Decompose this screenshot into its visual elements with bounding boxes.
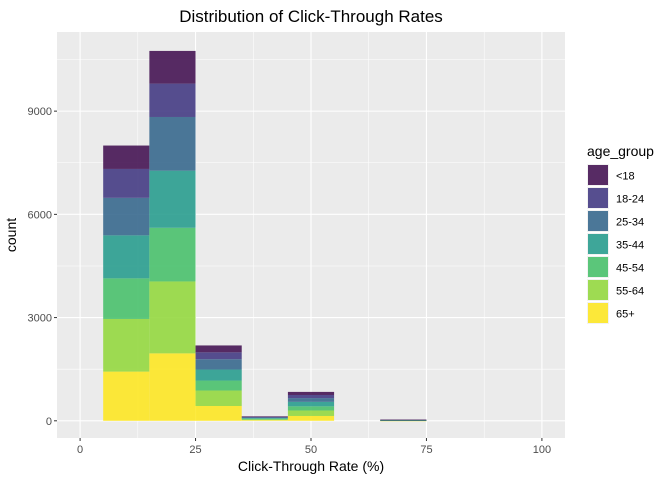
bar-segment-1824 (287, 394, 335, 399)
bar-segment-5564 (195, 390, 242, 407)
bar-segment-4554 (287, 406, 335, 411)
legend-key-swatch (588, 211, 608, 231)
x-axis: 0 25 50 75 100 (77, 438, 551, 456)
legend-key-swatch (588, 188, 608, 208)
legend-key-swatch (588, 280, 608, 300)
legend-label: 65+ (616, 309, 635, 321)
legend-label: 25-34 (616, 217, 644, 229)
y-tick-label: 0 (46, 416, 52, 428)
x-tick-label: 0 (77, 444, 83, 456)
bar-segment-65 (287, 415, 335, 421)
bar-segment-4554 (103, 278, 150, 319)
bar-segment-3544 (287, 401, 335, 407)
bar-segment-5564 (149, 281, 196, 354)
bar-segment-1824 (195, 352, 242, 360)
bar-segment-4554 (195, 380, 242, 391)
legend-label: <18 (616, 171, 635, 183)
bar-segment-18 (380, 419, 427, 421)
bar-segment-2534 (149, 116, 196, 171)
bar-segment-3544 (103, 235, 150, 279)
bar-segment-5564 (241, 419, 288, 421)
legend-title: age_group (587, 143, 654, 159)
bar-segment-18 (195, 345, 242, 353)
bar-segment-5564 (287, 410, 335, 416)
bar-segment-18 (287, 391, 335, 395)
bar-segment-18 (149, 50, 196, 84)
bar-segment-1824 (241, 416, 288, 418)
bar-segment-18 (103, 145, 150, 169)
legend: age_group <18 18-24 25-34 35-44 45-54 55-64 65… (587, 143, 654, 324)
x-tick-label: 25 (189, 444, 201, 456)
bar-segment-5564 (103, 318, 150, 372)
bar-segment-3544 (149, 170, 196, 228)
bar-segment-18 (241, 416, 288, 417)
bar-segment-65 (149, 353, 196, 421)
y-axis: 0 3000 6000 9000 (28, 106, 57, 428)
y-tick-label: 6000 (28, 209, 52, 221)
x-tick-label: 50 (305, 444, 317, 456)
y-tick-label: 9000 (28, 106, 52, 118)
y-axis-title: count (3, 218, 19, 252)
legend-label: 55-64 (616, 286, 644, 298)
bar-segment-4554 (241, 418, 288, 420)
y-tick-label: 3000 (28, 313, 52, 325)
bar-segment-65 (241, 420, 288, 421)
chart-title: Distribution of Click-Through Rates (179, 7, 443, 26)
bar-segment-65 (103, 371, 150, 421)
bar-segment-2534 (287, 398, 335, 402)
legend-key-swatch (588, 303, 608, 323)
histogram-bars (103, 50, 427, 422)
bar-segment-1824 (103, 168, 150, 198)
x-tick-label: 100 (533, 444, 551, 456)
bar-segment-2534 (241, 417, 288, 419)
bar-segment-3544 (195, 369, 242, 381)
legend-label: 35-44 (616, 240, 644, 252)
legend-label: 18-24 (616, 194, 644, 206)
bar-segment-65 (195, 406, 242, 421)
bar-segment-2534 (195, 359, 242, 370)
bar-segment-1824 (149, 83, 196, 117)
legend-key-swatch (588, 165, 608, 185)
bar-segment-3544 (241, 418, 288, 419)
legend-label: 45-54 (616, 263, 644, 275)
bar-segment-2534 (103, 197, 150, 236)
legend-key-swatch (588, 257, 608, 277)
legend-key-swatch (588, 234, 608, 254)
x-axis-title: Click-Through Rate (%) (238, 458, 384, 474)
x-tick-label: 75 (420, 444, 432, 456)
bar-segment-4554 (149, 227, 196, 282)
